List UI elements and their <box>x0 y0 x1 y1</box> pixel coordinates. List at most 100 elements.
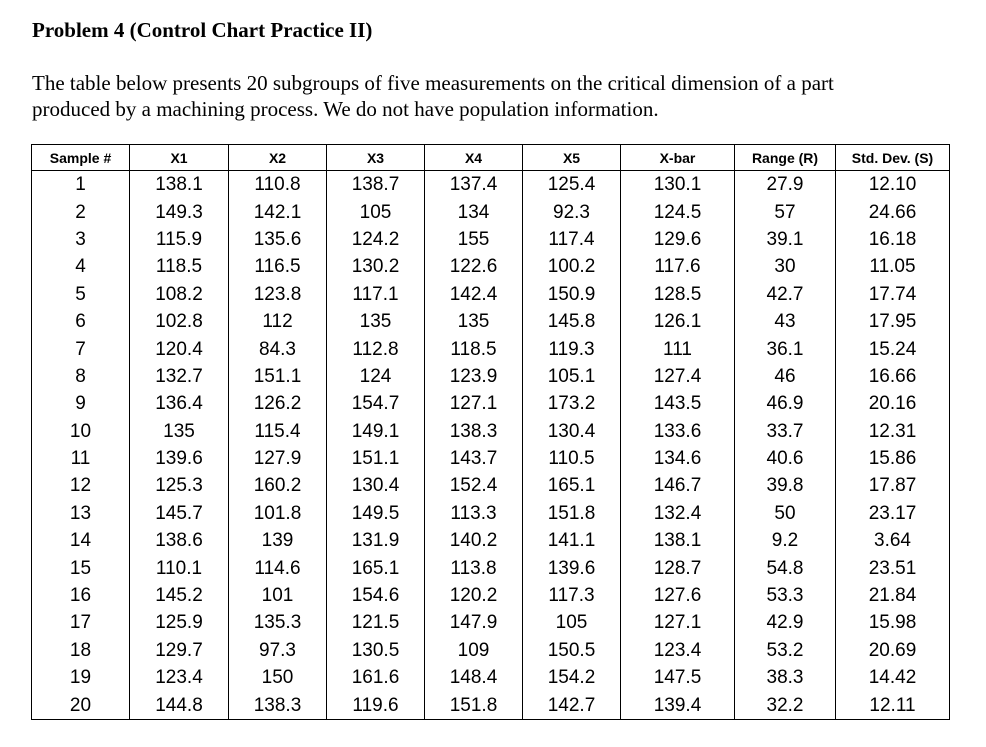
table-row: 2 149.3 142.1 105 134 92.3 124.5 57 24.66 <box>31 198 950 226</box>
cell-x1: 108.2 <box>129 280 229 308</box>
cell-xbar: 127.4 <box>620 362 735 391</box>
cell-x2: 139 <box>228 527 327 555</box>
cell-xbar: 128.7 <box>620 554 735 582</box>
cell-x4: 151.8 <box>424 691 523 720</box>
cell-sample: 18 <box>31 636 130 665</box>
cell-range: 57 <box>734 198 836 226</box>
cell-x3: 131.9 <box>326 527 425 555</box>
cell-range: 36.1 <box>734 335 836 363</box>
cell-x2: 138.3 <box>228 691 327 720</box>
cell-sample: 7 <box>31 335 130 363</box>
table-row: 20 144.8 138.3 119.6 151.8 142.7 139.4 32.2 12.1… <box>31 691 950 720</box>
cell-std-dev: 20.16 <box>835 390 950 418</box>
cell-std-dev: 15.86 <box>835 444 950 473</box>
cell-x5: 151.8 <box>522 499 621 528</box>
cell-x2: 101 <box>228 581 327 610</box>
header-std-dev: Std. Dev. (S) <box>835 144 950 171</box>
cell-sample: 14 <box>31 527 130 555</box>
cell-xbar: 133.6 <box>620 417 735 445</box>
table-row: 8 132.7 151.1 124 123.9 105.1 127.4 46 16.66 <box>31 362 950 391</box>
cell-x5: 117.3 <box>522 581 621 610</box>
table-row: 9 136.4 126.2 154.7 127.1 173.2 143.5 46.9 20.16 <box>31 390 950 418</box>
cell-sample: 17 <box>31 609 130 637</box>
cell-x3: 138.7 <box>326 170 425 199</box>
cell-x4: 138.3 <box>424 417 523 445</box>
cell-x1: 135 <box>129 417 229 445</box>
cell-x5: 105.1 <box>522 362 621 391</box>
cell-std-dev: 17.95 <box>835 307 950 336</box>
cell-sample: 9 <box>31 390 130 418</box>
cell-sample: 3 <box>31 225 130 254</box>
cell-x3: 119.6 <box>326 691 425 720</box>
cell-x4: 152.4 <box>424 472 523 500</box>
cell-x2: 142.1 <box>228 198 327 226</box>
table-row: 18 129.7 97.3 130.5 109 150.5 123.4 53.2 20.69 <box>31 636 950 665</box>
cell-xbar: 127.1 <box>620 609 735 637</box>
cell-std-dev: 17.74 <box>835 280 950 308</box>
cell-x2: 160.2 <box>228 472 327 500</box>
table-row: 3 115.9 135.6 124.2 155 117.4 129.6 39.1 16.18 <box>31 225 950 254</box>
cell-x4: 109 <box>424 636 523 665</box>
table-row: 1 138.1 110.8 138.7 137.4 125.4 130.1 27.9 12.10 <box>31 170 950 199</box>
cell-x2: 116.5 <box>228 253 327 281</box>
cell-x1: 125.9 <box>129 609 229 637</box>
cell-x5: 92.3 <box>522 198 621 226</box>
cell-xbar: 146.7 <box>620 472 735 500</box>
cell-std-dev: 21.84 <box>835 581 950 610</box>
cell-range: 38.3 <box>734 664 836 692</box>
cell-x4: 135 <box>424 307 523 336</box>
cell-sample: 13 <box>31 499 130 528</box>
cell-x2: 84.3 <box>228 335 327 363</box>
cell-x3: 121.5 <box>326 609 425 637</box>
cell-x3: 117.1 <box>326 280 425 308</box>
table-header-row: Sample # X1 X2 X3 X4 X5 X-bar Range (R) … <box>31 144 950 171</box>
cell-x3: 165.1 <box>326 554 425 582</box>
cell-range: 30 <box>734 253 836 281</box>
table-row: 15 110.1 114.6 165.1 113.8 139.6 128.7 54.8 23.5… <box>31 554 950 582</box>
cell-x1: 145.7 <box>129 499 229 528</box>
table-row: 12 125.3 160.2 130.4 152.4 165.1 146.7 39.8 17.8… <box>31 472 950 500</box>
table-row: 14 138.6 139 131.9 140.2 141.1 138.1 9.2 3.64 <box>31 527 950 555</box>
table-row: 11 139.6 127.9 151.1 143.7 110.5 134.6 40.6 15.8… <box>31 444 950 473</box>
cell-std-dev: 16.66 <box>835 362 950 391</box>
cell-std-dev: 24.66 <box>835 198 950 226</box>
table-row: 5 108.2 123.8 117.1 142.4 150.9 128.5 42.7 17.74 <box>31 280 950 308</box>
cell-x1: 120.4 <box>129 335 229 363</box>
cell-sample: 11 <box>31 444 130 473</box>
cell-x3: 135 <box>326 307 425 336</box>
cell-xbar: 143.5 <box>620 390 735 418</box>
cell-x1: 102.8 <box>129 307 229 336</box>
table-row: 4 118.5 116.5 130.2 122.6 100.2 117.6 30 11.05 <box>31 253 950 281</box>
cell-range: 42.9 <box>734 609 836 637</box>
cell-x1: 139.6 <box>129 444 229 473</box>
cell-xbar: 123.4 <box>620 636 735 665</box>
cell-xbar: 126.1 <box>620 307 735 336</box>
cell-x1: 149.3 <box>129 198 229 226</box>
cell-xbar: 147.5 <box>620 664 735 692</box>
cell-x3: 130.5 <box>326 636 425 665</box>
cell-x5: 125.4 <box>522 170 621 199</box>
cell-x4: 127.1 <box>424 390 523 418</box>
cell-std-dev: 14.42 <box>835 664 950 692</box>
cell-x2: 135.6 <box>228 225 327 254</box>
cell-range: 39.8 <box>734 472 836 500</box>
cell-range: 9.2 <box>734 527 836 555</box>
cell-x2: 151.1 <box>228 362 327 391</box>
cell-std-dev: 15.98 <box>835 609 950 637</box>
cell-range: 42.7 <box>734 280 836 308</box>
header-x1: X1 <box>129 144 229 171</box>
cell-sample: 5 <box>31 280 130 308</box>
cell-x3: 154.6 <box>326 581 425 610</box>
cell-x4: 147.9 <box>424 609 523 637</box>
cell-x1: 145.2 <box>129 581 229 610</box>
cell-sample: 19 <box>31 664 130 692</box>
cell-sample: 1 <box>31 170 130 199</box>
cell-sample: 10 <box>31 417 130 445</box>
cell-x4: 140.2 <box>424 527 523 555</box>
cell-x2: 110.8 <box>228 170 327 199</box>
cell-x4: 113.3 <box>424 499 523 528</box>
cell-x1: 138.1 <box>129 170 229 199</box>
cell-xbar: 128.5 <box>620 280 735 308</box>
header-x2: X2 <box>228 144 327 171</box>
cell-xbar: 130.1 <box>620 170 735 199</box>
